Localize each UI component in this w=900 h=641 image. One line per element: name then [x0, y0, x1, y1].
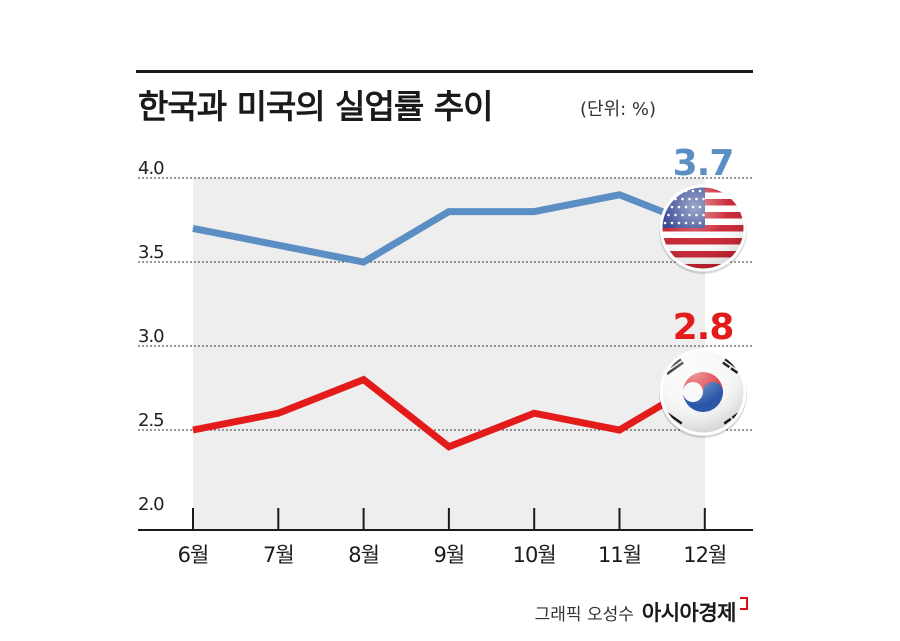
x-tick-label: 8월	[348, 543, 379, 567]
y-tick-label: 2.5	[138, 410, 164, 431]
publisher-logo: 아시아경제	[641, 601, 737, 625]
kr-end-label: 2.8	[673, 307, 734, 348]
us-data-point	[277, 244, 279, 246]
x-axis	[138, 508, 753, 531]
publisher-mark-icon	[740, 597, 748, 610]
gridlines	[138, 177, 753, 431]
x-tick-label: 10월	[513, 543, 556, 567]
graphic-credit: 그래픽 오성수	[534, 605, 634, 625]
us-flag-icon	[659, 184, 747, 274]
us-data-point	[533, 211, 535, 213]
us-data-point	[363, 261, 365, 263]
kr-data-point	[192, 429, 194, 431]
y-tick-label: 3.5	[138, 242, 164, 263]
kr-data-point	[363, 379, 365, 381]
unit-label: (단위: %)	[580, 99, 657, 120]
x-tick-label: 6월	[178, 543, 209, 567]
chart-title: 한국과 미국의 실업률 추이	[138, 87, 493, 126]
kr-data-point	[277, 412, 279, 414]
y-tick-label: 2.0	[138, 494, 164, 515]
y-tick-labels: 4.0 3.5 3.0 2.5 2.0	[138, 158, 165, 515]
y-tick-label: 4.0	[138, 158, 164, 179]
credit-line: 그래픽 오성수 아시아경제	[535, 597, 752, 627]
y-tick-label: 3.0	[138, 326, 164, 347]
x-tick-label: 11월	[598, 543, 641, 567]
x-tick-label: 7월	[263, 543, 294, 567]
end-value-labels: 3.7 2.8	[673, 143, 735, 348]
us-data-point	[192, 227, 194, 229]
x-tick-label: 12월	[683, 543, 726, 567]
kr-data-point	[448, 446, 450, 448]
us-data-point	[448, 211, 450, 213]
kr-flag-icon	[659, 348, 747, 438]
us-data-point	[619, 194, 620, 196]
top-rule	[136, 70, 753, 73]
kr-data-point	[619, 429, 620, 431]
x-tick-label: 9월	[434, 543, 465, 567]
x-tick-labels: 6월 7월 8월 9월 10월 11월 12월	[178, 543, 728, 567]
us-end-label: 3.7	[673, 143, 734, 184]
plot-background	[193, 178, 705, 530]
kr-data-point	[533, 412, 535, 414]
